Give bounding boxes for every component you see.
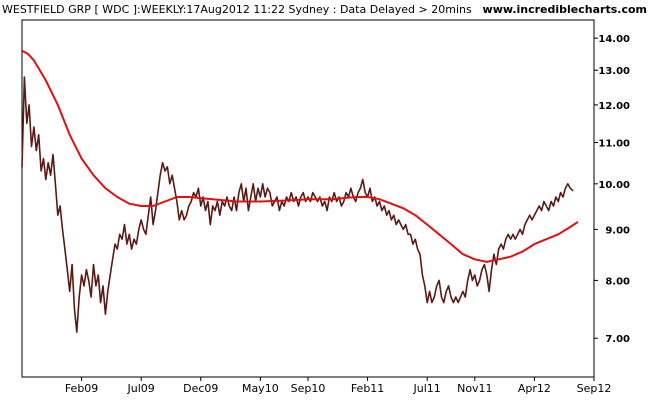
y-tick-label: 10.00 bbox=[598, 180, 630, 191]
brand-url: www.incrediblecharts.com bbox=[483, 3, 647, 16]
x-axis: Feb09 Jul09 Dec09 May10 Sep10 Feb11 Jul11 Nov11… bbox=[65, 377, 612, 395]
x-tick-label: Jul09 bbox=[127, 382, 155, 395]
moving-average-line bbox=[21, 49, 579, 263]
price-line bbox=[21, 76, 574, 333]
y-axis: 14.00 13.00 12.00 11.00 10.00 9.00 8.00 7.00 bbox=[594, 34, 630, 345]
x-tick-label: Feb09 bbox=[65, 382, 98, 395]
y-tick-label: 12.00 bbox=[598, 101, 630, 112]
x-tick-label: Sep10 bbox=[291, 382, 326, 395]
y-tick-label: 9.00 bbox=[605, 225, 630, 236]
x-tick-label: Nov11 bbox=[457, 382, 492, 395]
y-tick-label: 8.00 bbox=[605, 276, 630, 287]
x-tick-label: Sep12 bbox=[577, 382, 612, 395]
chart-title: WESTFIELD GRP [ WDC ]:WEEKLY:17Aug2012 1… bbox=[2, 3, 472, 16]
y-tick-label: 14.00 bbox=[598, 34, 630, 45]
x-tick-label: May10 bbox=[242, 382, 279, 395]
series-layer bbox=[21, 49, 579, 333]
y-tick-label: 7.00 bbox=[605, 334, 630, 345]
x-tick-label: Feb11 bbox=[351, 382, 384, 395]
y-tick-label: 11.00 bbox=[598, 139, 630, 150]
y-tick-label: 13.00 bbox=[598, 66, 630, 77]
x-tick-label: Apr12 bbox=[518, 382, 551, 395]
x-tick-label: Dec09 bbox=[183, 382, 218, 395]
x-tick-label: Jul11 bbox=[413, 382, 441, 395]
